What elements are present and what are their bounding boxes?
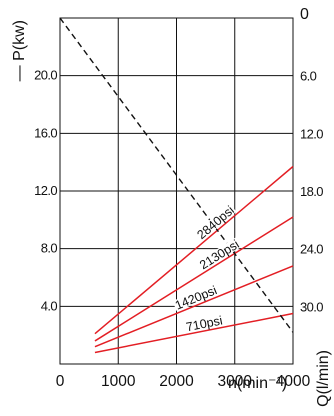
y-left-tick-label: 12.0 <box>34 183 57 198</box>
tick-labels: 0 1000 2000 3000 4000 20.0 16.0 12.0 8.0 4.0 0 6.0 1… <box>34 6 324 390</box>
series-label-group: 2840psi <box>194 203 237 242</box>
y-right-tick-label: 30.0 <box>300 299 323 314</box>
series-lines <box>59 17 294 354</box>
y-right-tick-label: 0 <box>300 6 309 23</box>
x-tick-label: 2000 <box>159 373 194 390</box>
y-left-tick-label: 20.0 <box>34 68 57 83</box>
y-right-tick-label: 12.0 <box>300 126 323 141</box>
y-right-tick-label: 18.0 <box>300 184 323 199</box>
x-tick-label: 1000 <box>101 373 136 390</box>
series-label: 2840psi <box>194 203 236 242</box>
y-left-axis-label: — P(kw) <box>11 20 28 81</box>
x-tick-label: 0 <box>56 373 65 390</box>
power-line-710psi <box>94 312 294 354</box>
y-left-tick-label: 8.0 <box>41 241 58 256</box>
series-label: 710psi <box>185 313 224 334</box>
series-label-background <box>184 314 225 333</box>
series-label-background <box>196 237 242 272</box>
series-label-background <box>172 283 220 312</box>
flow-dashed-line <box>59 17 294 333</box>
x-tick-label: 4000 <box>276 373 311 390</box>
power-line-2130psi <box>94 216 294 342</box>
series-label-background <box>194 203 237 242</box>
y-left-tick-label: 4.0 <box>41 298 58 313</box>
y-right-tick-label: 6.0 <box>300 69 317 84</box>
y-left-tick-label: 16.0 <box>34 125 57 140</box>
x-axis-label: n(min⁻¹) <box>228 375 287 392</box>
y-right-tick-label: 24.0 <box>300 242 323 257</box>
x-tick-label: 3000 <box>218 373 253 390</box>
y-right-axis-label: Q(l/min) <box>315 350 332 407</box>
grid <box>59 17 294 365</box>
series-label-group: 710psi <box>184 313 225 334</box>
power-line-2840psi <box>94 165 294 335</box>
power-line-1420psi <box>94 265 294 348</box>
